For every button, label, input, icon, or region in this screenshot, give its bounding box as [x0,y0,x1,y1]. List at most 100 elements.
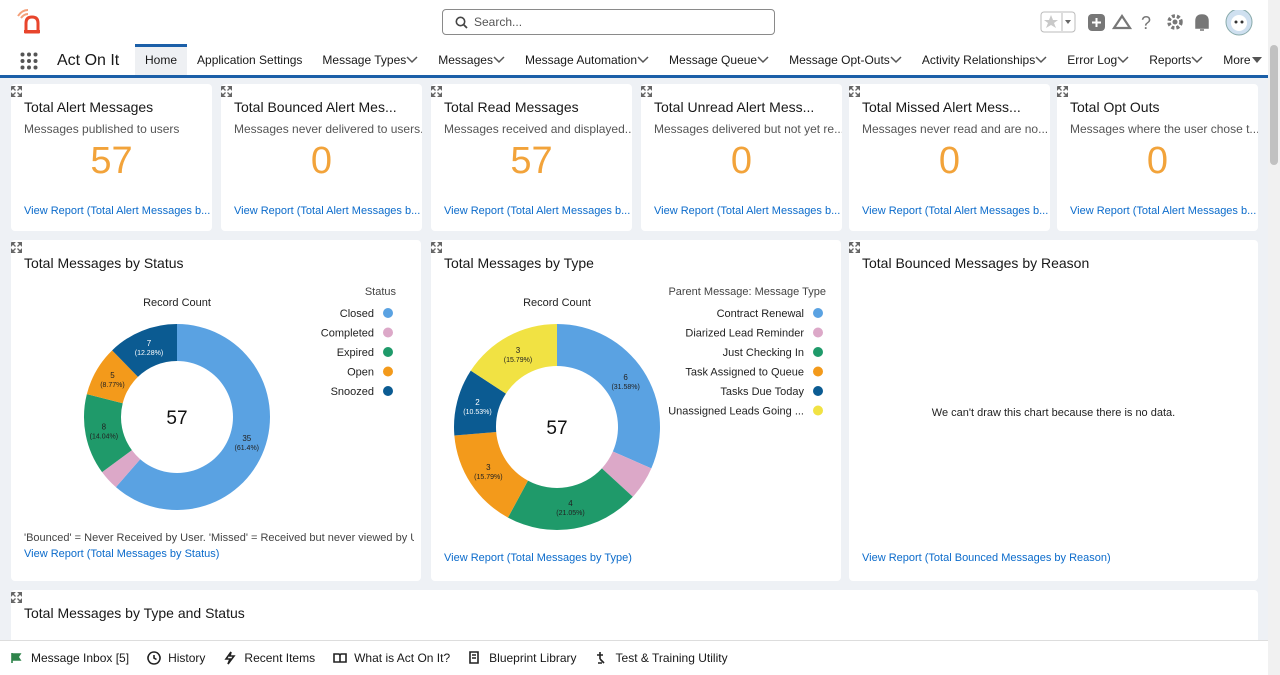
dropdown-icon[interactable] [406,55,418,64]
utility-label: Message Inbox [5] [31,651,130,665]
donut-slice [112,324,177,377]
scrollbar [1268,0,1280,675]
svg-text:?: ? [1141,13,1151,33]
expand-glyph [221,85,233,98]
data-label: 4 [568,499,573,508]
header-icons[interactable]: ? [1040,10,1258,38]
nav-label: Messages [438,52,493,67]
expand-icon[interactable] [431,241,443,254]
expand-icon[interactable] [1057,85,1069,98]
nav-item[interactable]: Reports [1139,44,1213,75]
report-link[interactable]: View Report (Total Alert Messages b... [654,205,841,217]
nav-label: Message Opt-Outs [789,52,890,67]
scroll-thumb[interactable] [1270,45,1278,165]
logo [17,9,40,34]
metric-title: Total Read Messages [444,99,579,115]
expand-icon[interactable] [641,85,653,98]
legend-label: Open [347,367,374,379]
nav-label: Message Queue [669,52,758,67]
nav-item[interactable]: Home [135,44,188,75]
metric-subtitle: Messages never delivered to users. [234,122,422,136]
donut-slice [454,432,528,518]
icon-glyph [333,653,347,663]
nav-item[interactable]: Error Log [1057,44,1139,75]
donut-total: 57 [166,408,187,429]
utility-item[interactable]: Blueprint Library [459,651,585,665]
legend-swatch [813,327,823,338]
chart-footnote: 'Bounced' = Never Received by User. 'Mis… [24,532,414,544]
expand-icon[interactable] [11,85,23,98]
expand-icon[interactable] [11,241,23,254]
expand-glyph [431,241,443,254]
data-label-percent: (31.58%) [611,384,639,391]
data-label: 8 [102,422,107,431]
metric-subtitle: Messages where the user chose t... [1070,122,1258,136]
report-link[interactable]: View Report (Total Messages by Type) [444,552,632,564]
nav-item[interactable]: More [1213,44,1272,75]
report-link[interactable]: View Report (Total Bounced Messages by R… [862,552,1111,564]
expand-icon[interactable] [11,591,23,604]
dropdown-icon[interactable] [637,55,649,64]
utility-item[interactable]: What is Act On It? [324,651,459,665]
data-label-percent: (21.05%) [556,510,584,517]
legend-swatch [813,308,823,318]
report-link[interactable]: View Report (Total Alert Messages b... [1070,205,1257,217]
legend-label: Completed [321,328,374,340]
nav-label: Home [145,52,178,67]
data-label-percent: (12.28%) [135,350,163,357]
metric-value: 0 [938,140,961,182]
utility-item[interactable]: Message Inbox [5] [0,651,138,665]
donut-total: 57 [546,418,567,439]
dropdown-icon[interactable] [1191,55,1203,64]
nav-item[interactable]: Message Queue [659,44,779,75]
metric-card: Total Read Messages Messages received and… [431,84,632,231]
metric-title: Total Missed Alert Mess... [862,99,1021,115]
utility-label: Blueprint Library [489,651,577,665]
chevron [406,55,418,63]
utility-item[interactable]: History [138,651,214,665]
dropdown-icon[interactable] [890,55,902,64]
chart-title: Total Messages by Status [24,255,184,271]
metric-subtitle: Messages received and displayed... [444,122,632,136]
report-link[interactable]: View Report (Total Messages by Status) [24,548,220,560]
data-label: 3 [486,463,491,472]
expand-icon[interactable] [849,85,861,98]
utility-item[interactable]: Recent Items [214,651,324,665]
report-link[interactable]: View Report (Total Alert Messages b... [444,205,631,217]
search-box[interactable]: Search... [442,9,775,35]
nav-item[interactable]: Activity Relationships [912,44,1057,75]
utility-icon [11,653,22,663]
report-link[interactable]: View Report (Total Alert Messages b... [24,205,211,217]
nav-item[interactable]: Message Opt-Outs [779,44,912,75]
header: Search... ? [0,0,1268,44]
nav-item[interactable]: Application Settings [187,44,312,75]
utility-label: Recent Items [244,651,316,665]
legend-label: Unassigned Leads Going ... [668,406,804,418]
legend-swatch [383,327,393,338]
nav-item[interactable]: Message Automation [515,44,659,75]
dropdown-icon[interactable] [1035,55,1047,64]
expand-icon[interactable] [431,85,443,98]
report-link[interactable]: View Report (Total Alert Messages b... [234,205,421,217]
legend-title: Status [365,286,397,298]
nav-label: Reports [1149,52,1192,67]
nav-label: Message Types [322,52,407,67]
donut-slice [601,451,652,497]
legend-swatch [383,347,393,357]
legend-label: Contract Renewal [717,308,804,320]
expand-icon[interactable] [221,85,233,98]
chart-title: Total Messages by Type [444,255,594,271]
dropdown-icon[interactable] [493,55,505,64]
nav-item[interactable]: Messages [428,44,515,75]
dropdown-icon[interactable] [757,55,769,64]
panel-title: Total Messages by Type and Status [24,605,245,621]
report-link[interactable]: View Report (Total Alert Messages b... [862,205,1049,217]
dropdown-icon[interactable] [1251,56,1263,64]
app-launcher[interactable] [20,52,38,70]
expand-icon[interactable] [849,241,861,254]
metric-card: Total Bounced Alert Mes... Messages never… [221,84,422,231]
dropdown-icon[interactable] [1117,55,1129,64]
utility-item[interactable]: Test & Training Utility [586,651,737,665]
legend-swatch [813,347,823,357]
nav-item[interactable]: Message Types [312,44,428,75]
